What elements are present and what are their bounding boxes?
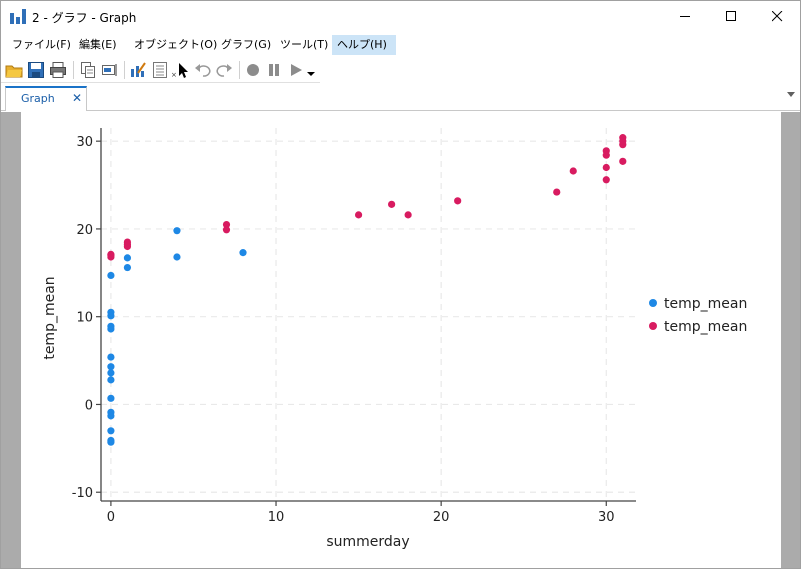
undo-icon[interactable] (194, 61, 212, 79)
grid (101, 128, 636, 501)
data-point-series-2 (553, 188, 561, 196)
close-button[interactable] (754, 1, 800, 32)
legend: temp_mean temp_mean (649, 296, 747, 335)
data-point-series-1 (123, 254, 132, 262)
toolbar-underline (1, 82, 320, 83)
data-point-series-2 (354, 211, 363, 219)
copy-icon[interactable] (79, 61, 97, 79)
menu-help[interactable]: ヘルプ(H) (332, 35, 396, 55)
menu-edit[interactable]: 編集(E) (79, 38, 117, 51)
toolbar-separator (124, 61, 125, 79)
x-tick-label: 0 (107, 510, 115, 525)
record-icon[interactable] (244, 61, 262, 79)
data-point-series-2 (222, 220, 231, 229)
print-icon[interactable] (49, 61, 67, 79)
menu-bar: ファイル(F) 編集(E) オブジェクト(O) グラフ(G) ツール(T) ヘル… (1, 32, 800, 57)
tab-graph[interactable]: Graph ✕ (5, 86, 87, 111)
pointer-icon[interactable]: × (171, 61, 189, 79)
title-bar: 2 - グラフ - Graph (1, 1, 800, 32)
menu-file[interactable]: ファイル(F) (12, 38, 71, 51)
data-point-series-2 (222, 226, 231, 234)
properties-icon[interactable] (151, 61, 169, 79)
data-point-series-2 (107, 253, 115, 261)
x-tick-label: 10 (268, 510, 285, 525)
tab-bar: Graph ✕ (1, 83, 800, 111)
data-point-series-1 (107, 412, 115, 420)
data-point-series-1 (107, 427, 115, 435)
legend-marker-series-1 (649, 299, 657, 307)
data-point-series-1 (173, 227, 181, 235)
graph-panel: 0 10 20 30 -10 0 10 20 30 summerday temp_mean te… (21, 112, 781, 568)
tab-graph-label: Graph (21, 92, 55, 105)
data-point-series-1 (107, 438, 115, 446)
y-tick-label: 10 (76, 311, 93, 326)
data-point-series-1 (123, 263, 132, 272)
maximize-button[interactable] (708, 1, 754, 32)
legend-label-series-2: temp_mean (664, 319, 747, 335)
menu-tools[interactable]: ツール(T) (280, 38, 329, 51)
data-point-series-1 (107, 353, 115, 361)
y-tick-label: -10 (72, 486, 93, 501)
graph-app-icon (10, 9, 26, 24)
data-point-series-1 (107, 394, 115, 402)
data-points (107, 134, 627, 446)
data-point-series-2 (602, 163, 610, 172)
data-point-series-2 (602, 176, 610, 184)
window-title: 2 - グラフ - Graph (32, 11, 137, 25)
tab-close-icon[interactable]: ✕ (72, 91, 83, 105)
toolbar: × (1, 57, 800, 83)
x-axis-label: summerday (326, 534, 409, 550)
data-point-series-2 (404, 211, 412, 219)
data-point-series-2 (123, 242, 132, 251)
data-point-series-1 (173, 253, 181, 261)
data-point-series-1 (107, 325, 115, 333)
svg-text:×: × (171, 71, 177, 79)
tab-list-dropdown-icon[interactable] (787, 92, 795, 97)
graph-area: 0 10 20 30 -10 0 10 20 30 summerday temp_mean te… (1, 112, 800, 568)
menu-object[interactable]: オブジェクト(O) (134, 38, 218, 51)
data-point-series-1 (107, 369, 115, 377)
y-tick-label: 30 (76, 135, 93, 150)
data-point-series-2 (619, 141, 627, 149)
minimize-button[interactable] (662, 1, 708, 32)
open-folder-icon[interactable] (5, 61, 23, 79)
legend-marker-series-2 (649, 322, 657, 330)
data-point-series-2 (602, 151, 610, 159)
data-point-series-1 (239, 249, 247, 257)
toolbar-separator (73, 61, 74, 79)
rename-icon[interactable] (101, 61, 119, 79)
x-tick-label: 30 (598, 510, 615, 525)
data-point-series-2 (388, 200, 396, 208)
save-icon[interactable] (27, 61, 45, 79)
menu-graph[interactable]: グラフ(G) (221, 38, 272, 51)
x-tick-label: 20 (433, 510, 450, 525)
legend-label-series-1: temp_mean (664, 296, 747, 312)
pause-icon[interactable] (265, 61, 283, 79)
play-icon[interactable] (287, 61, 305, 79)
data-point-series-1 (107, 312, 115, 320)
graph-editor-icon[interactable] (129, 61, 147, 79)
scatter-chart: 0 10 20 30 -10 0 10 20 30 summerday temp_mean te… (42, 128, 747, 550)
toolbar-separator (239, 61, 240, 79)
data-point-series-2 (619, 157, 627, 165)
data-point-series-1 (107, 376, 115, 384)
axes: 0 10 20 30 -10 0 10 20 30 (72, 128, 636, 525)
data-point-series-1 (107, 363, 115, 371)
data-point-series-1 (107, 271, 115, 280)
redo-icon[interactable] (215, 61, 233, 79)
data-point-series-2 (569, 167, 577, 175)
data-point-series-2 (454, 197, 462, 205)
dropdown-icon[interactable] (304, 61, 318, 79)
y-tick-label: 20 (76, 223, 93, 238)
y-tick-label: 0 (85, 398, 93, 413)
y-axis-label: temp_mean (42, 276, 58, 359)
